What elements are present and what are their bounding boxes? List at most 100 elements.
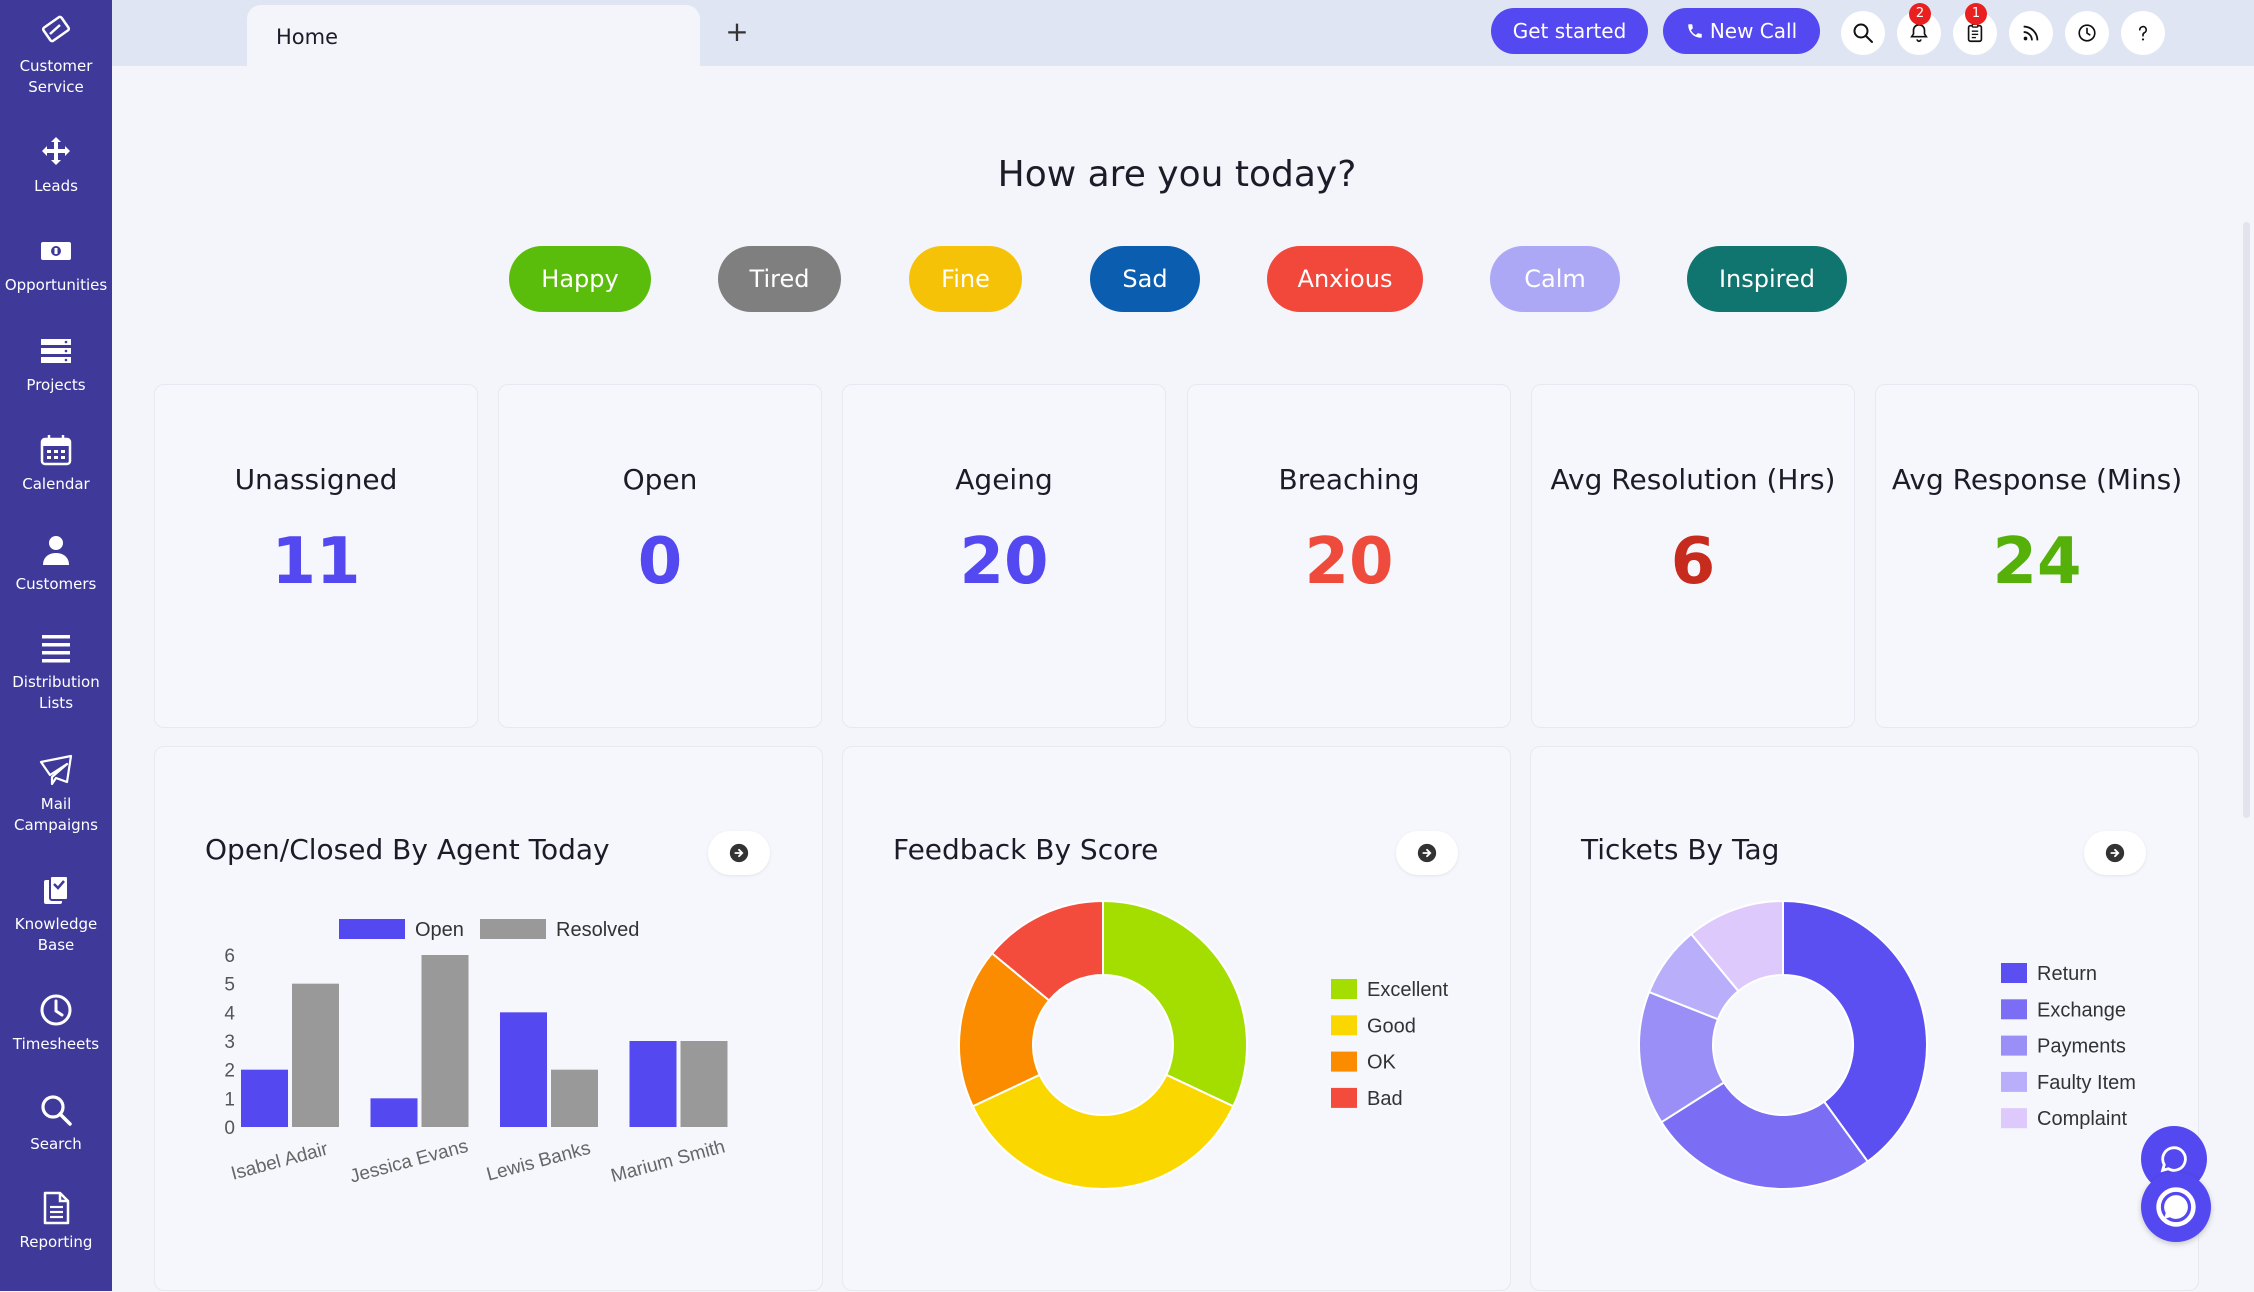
clipboard-icon <box>1967 23 1983 43</box>
sidebar-item-leads[interactable]: Leads <box>0 134 112 197</box>
money-icon <box>41 242 71 260</box>
notifications-badge: 2 <box>1909 3 1931 25</box>
mood-sad-button[interactable]: Sad <box>1090 246 1200 312</box>
notifications-button[interactable]: 2 <box>1897 3 1941 55</box>
chat-launcher-button[interactable] <box>2141 1172 2211 1242</box>
mood-calm-button[interactable]: Calm <box>1490 246 1620 312</box>
stat-card-avg-response-mins[interactable]: Avg Response (Mins) 24 <box>1875 384 2199 728</box>
search-icon <box>1853 23 1873 43</box>
sidebar-item-label: Customers <box>15 575 97 593</box>
search-icon <box>41 1095 72 1126</box>
stat-value: 20 <box>959 525 1049 599</box>
get-started-button[interactable]: Get started <box>1491 8 1648 54</box>
rss-icon <box>2023 25 2039 41</box>
stat-title: Open <box>622 463 698 496</box>
new-tab-button[interactable]: + <box>725 15 749 48</box>
mood-label: Sad <box>1122 265 1168 293</box>
legend-swatch-return <box>2001 963 2027 983</box>
tags-chart-card: Tickets By Tag Return Exchange Payments Fau… <box>1530 746 2199 1291</box>
sidebar-item-customers[interactable]: Customers <box>0 532 112 595</box>
slice-exchange <box>1660 1081 1870 1190</box>
sidebar-item-opportunities[interactable]: Opportunities <box>0 233 112 296</box>
mood-fine-button[interactable]: Fine <box>909 246 1022 312</box>
arrow-right-circle-icon <box>2105 843 2125 863</box>
arrow-right-circle-icon <box>729 843 749 863</box>
sidebar-item-calendar[interactable]: Calendar <box>0 432 112 495</box>
sidebar-item-timesheets[interactable]: Timesheets <box>0 992 112 1055</box>
sidebar-item-distribution-lists[interactable]: Distribution Lists <box>0 630 112 714</box>
legend-label-excellent: Excellent <box>1367 979 1449 1001</box>
help-button[interactable] <box>2121 11 2165 55</box>
feedback-chart-open-button[interactable] <box>1396 831 1458 875</box>
tags-donut-chart: Return Exchange Payments Faulty Item Complai… <box>1638 899 2136 1190</box>
history-button[interactable] <box>2065 11 2109 55</box>
stat-card-open[interactable]: Open 0 <box>498 384 822 728</box>
stat-card-avg-resolution-hrs[interactable]: Avg Resolution (Hrs) 6 <box>1531 384 1855 728</box>
sidebar-item-label: Customer Service <box>19 57 93 96</box>
feedback-donut-chart: Excellent Good OK Bad <box>958 899 1449 1190</box>
legend-swatch-faulty-item <box>2001 1071 2027 1092</box>
arrow-right-circle-icon <box>1417 843 1437 863</box>
bell-icon <box>1910 23 1928 43</box>
mood-happy-button[interactable]: Happy <box>509 246 651 312</box>
agent-chart-open-button[interactable] <box>708 831 770 875</box>
envelope-icon <box>39 754 73 786</box>
legend-label-faulty-item: Faulty Item <box>2037 1072 2136 1094</box>
bar-open <box>629 1041 677 1127</box>
legend-label-good: Good <box>1367 1015 1416 1037</box>
legend-label-return: Return <box>2037 963 2097 985</box>
mood-anxious-button[interactable]: Anxious <box>1267 246 1423 312</box>
sidebar-item-search[interactable]: Search <box>0 1092 112 1155</box>
mood-inspired-button[interactable]: Inspired <box>1687 246 1847 312</box>
search-button[interactable] <box>1841 11 1885 55</box>
list-icon <box>42 635 70 663</box>
stat-title: Avg Resolution (Hrs) <box>1550 463 1836 496</box>
legend-swatch-ok <box>1331 1051 1357 1072</box>
sidebar-item-label: Reporting <box>19 1233 93 1251</box>
sidebar-item-reporting[interactable]: Reporting <box>0 1190 112 1253</box>
new-call-button[interactable]: New Call <box>1663 8 1820 54</box>
y-tick-label: 6 <box>224 946 235 967</box>
slice-complaint <box>1689 899 1784 993</box>
sidebar-item-label: Mail Campaigns <box>13 795 98 834</box>
sidebar-item-projects[interactable]: Projects <box>0 333 112 396</box>
legend-label-open: Open <box>415 919 464 941</box>
stat-card-ageing[interactable]: Ageing 20 <box>842 384 1166 728</box>
move-arrows-icon <box>42 137 70 165</box>
tasks-badge: 1 <box>1965 3 1987 25</box>
stat-card-unassigned[interactable]: Unassigned 11 <box>154 384 478 728</box>
slice-bad <box>990 899 1104 1002</box>
sidebar-item-knowledge-base[interactable]: Knowledge Base <box>0 872 112 956</box>
y-tick-label: 0 <box>224 1118 235 1139</box>
stat-value: 11 <box>271 525 361 599</box>
legend-label-payments: Payments <box>2037 1036 2126 1058</box>
slice-ok <box>958 951 1051 1108</box>
chat-icon <box>2160 1146 2187 1173</box>
sidebar-item-customer-service[interactable]: Customer Service <box>0 14 112 98</box>
server-icon <box>41 339 71 363</box>
legend-swatch-good <box>1331 1015 1357 1036</box>
stat-value: 24 <box>1992 525 2082 599</box>
tags-chart-open-button[interactable] <box>2084 831 2146 875</box>
clock-icon <box>40 994 72 1026</box>
tab-home[interactable]: Home <box>247 5 700 66</box>
page-scrollbar[interactable] <box>2243 222 2250 818</box>
stat-value: 20 <box>1304 525 1394 599</box>
mood-label: Happy <box>541 265 619 293</box>
mood-tired-button[interactable]: Tired <box>718 246 841 312</box>
mood-label: Anxious <box>1297 265 1393 293</box>
stat-title: Breaching <box>1278 463 1420 496</box>
sidebar-item-mail-campaigns[interactable]: Mail Campaigns <box>0 752 112 836</box>
bar-open <box>370 1098 418 1127</box>
feed-button[interactable] <box>2009 11 2053 55</box>
mood-heading: How are you today? <box>997 154 1357 195</box>
sidebar-item-label: Search <box>30 1135 82 1153</box>
tasks-button[interactable]: 1 <box>1953 3 1997 55</box>
slice-return <box>1782 899 1928 1163</box>
stat-title: Unassigned <box>234 463 398 496</box>
sidebar-item-label: Distribution Lists <box>12 673 100 712</box>
legend-swatch-complaint <box>2001 1108 2027 1129</box>
sidebar-item-label: Projects <box>26 376 86 394</box>
stat-card-breaching[interactable]: Breaching 20 <box>1187 384 1511 728</box>
clock-icon <box>2078 24 2096 42</box>
